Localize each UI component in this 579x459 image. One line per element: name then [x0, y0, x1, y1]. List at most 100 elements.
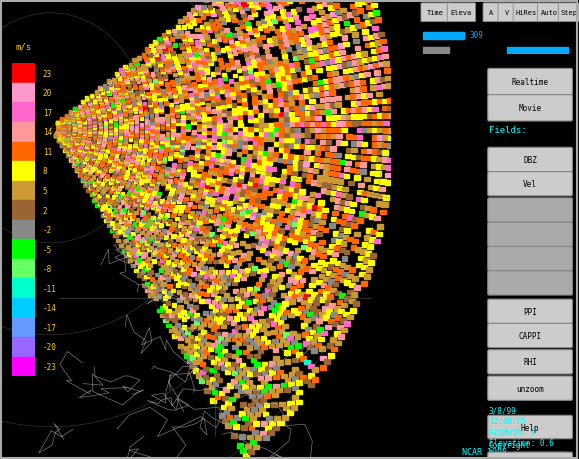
Bar — [89, 162, 92, 165]
Bar — [254, 119, 258, 123]
Bar — [199, 201, 204, 205]
Bar — [153, 250, 157, 254]
Bar — [161, 70, 165, 74]
Bar — [120, 158, 123, 162]
Bar — [222, 132, 227, 135]
Bar — [112, 110, 116, 114]
Bar — [135, 176, 139, 180]
Bar — [245, 57, 250, 61]
Bar — [337, 186, 342, 190]
Bar — [204, 243, 208, 247]
Bar — [302, 174, 307, 178]
Bar — [372, 136, 378, 140]
Bar — [375, 172, 381, 177]
Bar — [214, 289, 218, 293]
Bar — [288, 264, 294, 269]
Bar — [288, 345, 294, 350]
Bar — [181, 131, 185, 134]
Bar — [247, 308, 252, 312]
Bar — [212, 381, 218, 386]
Bar — [72, 134, 75, 137]
Bar — [173, 319, 177, 323]
Bar — [229, 11, 233, 15]
Bar — [63, 129, 65, 132]
Bar — [151, 194, 155, 197]
Bar — [185, 106, 189, 110]
Bar — [262, 244, 267, 248]
Bar — [93, 137, 96, 140]
Bar — [118, 164, 120, 168]
Bar — [121, 100, 124, 103]
Bar — [122, 201, 125, 204]
Bar — [174, 156, 178, 159]
FancyBboxPatch shape — [488, 271, 573, 296]
Bar — [253, 389, 259, 394]
Bar — [157, 192, 162, 196]
Bar — [270, 15, 275, 19]
Bar — [279, 259, 284, 263]
Bar — [94, 163, 97, 167]
Bar — [171, 30, 175, 34]
Bar — [101, 191, 104, 194]
Bar — [265, 375, 271, 380]
Text: Copyright: Copyright — [489, 440, 530, 448]
Bar — [333, 78, 339, 82]
Bar — [370, 79, 376, 84]
Bar — [259, 128, 263, 132]
Bar — [234, 214, 239, 218]
Bar — [221, 21, 226, 25]
Bar — [192, 35, 196, 39]
Bar — [232, 19, 237, 23]
Bar — [180, 192, 184, 196]
Text: PPI: PPI — [523, 307, 537, 316]
Bar — [323, 263, 329, 267]
Bar — [98, 123, 101, 126]
Bar — [244, 7, 249, 11]
Bar — [265, 176, 270, 180]
Bar — [235, 165, 240, 169]
Bar — [351, 109, 357, 113]
Bar — [157, 226, 162, 230]
Bar — [320, 36, 326, 41]
Bar — [107, 224, 111, 228]
Bar — [269, 123, 274, 127]
Bar — [206, 107, 210, 111]
Bar — [211, 103, 215, 106]
Bar — [186, 191, 190, 195]
Bar — [100, 151, 103, 154]
Bar — [325, 271, 331, 275]
Bar — [140, 179, 144, 183]
Bar — [129, 134, 133, 138]
Bar — [252, 155, 256, 159]
Bar — [140, 263, 144, 267]
Bar — [233, 116, 237, 120]
Bar — [311, 21, 316, 25]
Bar — [257, 385, 263, 389]
Bar — [276, 388, 283, 392]
Bar — [172, 212, 176, 215]
Bar — [361, 149, 367, 154]
Bar — [262, 161, 266, 165]
Bar — [335, 11, 341, 15]
Bar — [308, 223, 313, 227]
Bar — [310, 217, 315, 221]
Bar — [360, 163, 366, 168]
Bar — [204, 0, 208, 3]
Bar — [252, 64, 256, 68]
Bar — [351, 149, 357, 153]
Bar — [258, 114, 263, 118]
Bar — [83, 121, 86, 123]
Bar — [244, 407, 249, 411]
Bar — [12, 240, 35, 259]
Bar — [276, 222, 281, 226]
Bar — [182, 285, 186, 289]
Bar — [159, 106, 163, 109]
Bar — [374, 239, 380, 244]
Bar — [78, 174, 82, 177]
Bar — [188, 227, 192, 230]
Bar — [193, 298, 197, 302]
Bar — [220, 162, 224, 166]
Bar — [184, 354, 189, 358]
Bar — [197, 128, 201, 131]
Bar — [208, 190, 213, 194]
